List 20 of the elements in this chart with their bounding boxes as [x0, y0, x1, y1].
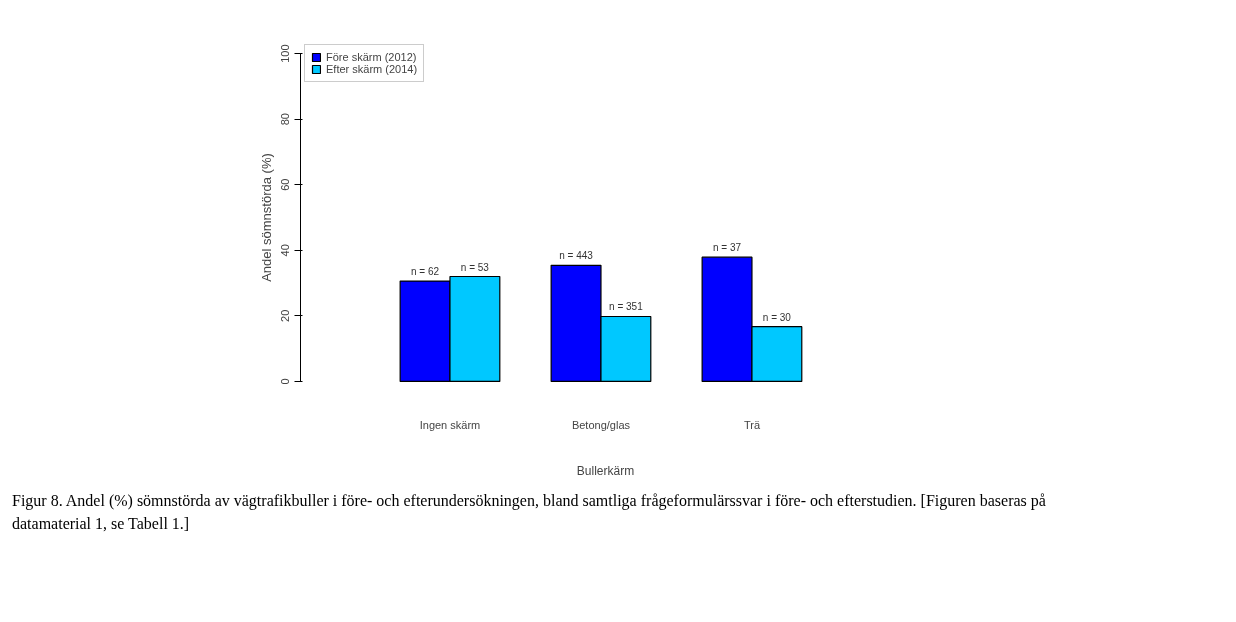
y-axis-title: Andel sömnstörda (%) — [258, 153, 274, 282]
legend-label: Före skärm (2012) — [326, 51, 417, 63]
x-tick-label: Ingen skärm — [419, 418, 481, 431]
y-tick-label: 80 — [279, 113, 292, 126]
x-tick-label: Betong/glas — [571, 418, 631, 431]
x-tick-label: Trä — [743, 418, 761, 431]
annotation: n = 37 — [713, 242, 742, 254]
annotation: n = 30 — [762, 311, 792, 323]
x-axis-title: Bullerkärm — [576, 463, 635, 478]
y-tick-label: 20 — [279, 309, 292, 322]
annotation: n = 62 — [411, 266, 440, 278]
legend-label: Efter skärm (2014) — [326, 63, 418, 75]
y-tick-label: 100 — [279, 44, 292, 63]
y-tick-label: 40 — [279, 244, 292, 257]
annotation: n = 443 — [559, 250, 594, 262]
y-tick-label: 60 — [279, 178, 292, 191]
annotation: n = 53 — [460, 261, 490, 273]
annotation: n = 351 — [609, 301, 644, 313]
y-tick-label: 0 — [279, 378, 292, 385]
text: Figur 8. Andel (%) sömnstörda av vägtrafikbuller i före- och efterundersökningen, bland samtliga frågeformulärssvar i före- och efterstudien. [Figuren baseras på datamaterial 1, se Tabell 1.] — [12, 491, 1047, 534]
